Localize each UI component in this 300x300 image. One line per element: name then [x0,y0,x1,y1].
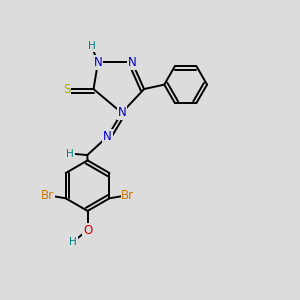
Text: N: N [117,106,126,119]
Text: Br: Br [41,189,54,203]
Text: H: H [69,236,77,247]
Text: H: H [66,148,74,159]
Text: N: N [94,56,102,69]
Text: N: N [103,130,112,143]
Text: O: O [83,224,92,237]
Text: Br: Br [121,189,134,203]
Text: S: S [63,82,70,96]
Text: H: H [88,41,95,51]
Text: N: N [128,56,136,69]
